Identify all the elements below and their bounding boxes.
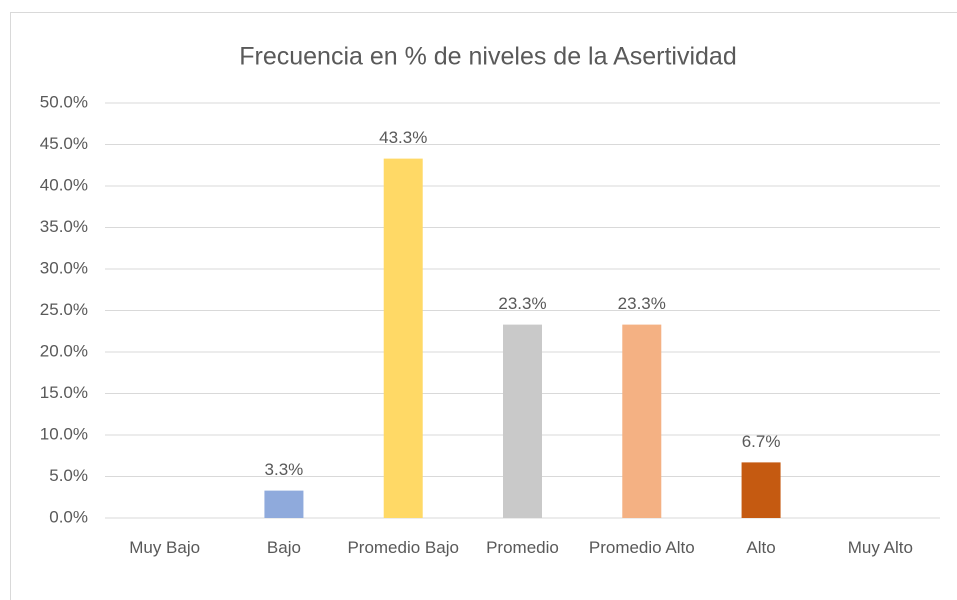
- chart-title: Frecuencia en % de niveles de la Asertiv…: [239, 43, 737, 71]
- x-tick-label: Promedio: [486, 538, 559, 557]
- y-tick-label: 20.0%: [40, 341, 88, 360]
- x-tick-label: Bajo: [266, 538, 301, 557]
- y-tick-label: 30.0%: [40, 258, 88, 277]
- data-label: 6.7%: [742, 432, 781, 451]
- y-tick-label: 50.0%: [40, 92, 88, 111]
- data-label: 43.3%: [379, 128, 427, 147]
- data-label: 3.3%: [265, 460, 304, 479]
- x-tick-label: Promedio Alto: [588, 538, 695, 557]
- y-tick-label: 0.0%: [49, 507, 88, 526]
- y-tick-label: 15.0%: [40, 383, 88, 402]
- bar: [264, 490, 304, 518]
- x-tick-label: Muy Alto: [847, 538, 913, 557]
- bar: [741, 462, 781, 518]
- bar: [383, 158, 423, 519]
- y-tick-label: 10.0%: [40, 424, 88, 443]
- y-tick-label: 40.0%: [40, 175, 88, 194]
- x-tick-label: Promedio Bajo: [347, 538, 459, 557]
- y-tick-label: 25.0%: [40, 300, 88, 319]
- bar: [622, 324, 662, 518]
- x-tick-label: Muy Bajo: [129, 538, 201, 557]
- data-label: 23.3%: [498, 294, 546, 313]
- chart-border: [10, 12, 957, 600]
- y-tick-label: 45.0%: [40, 134, 88, 153]
- y-tick-label: 5.0%: [49, 466, 88, 485]
- data-label: 23.3%: [618, 294, 666, 313]
- x-tick-label: Alto: [746, 538, 776, 557]
- bar: [503, 324, 542, 518]
- y-tick-label: 35.0%: [40, 217, 88, 236]
